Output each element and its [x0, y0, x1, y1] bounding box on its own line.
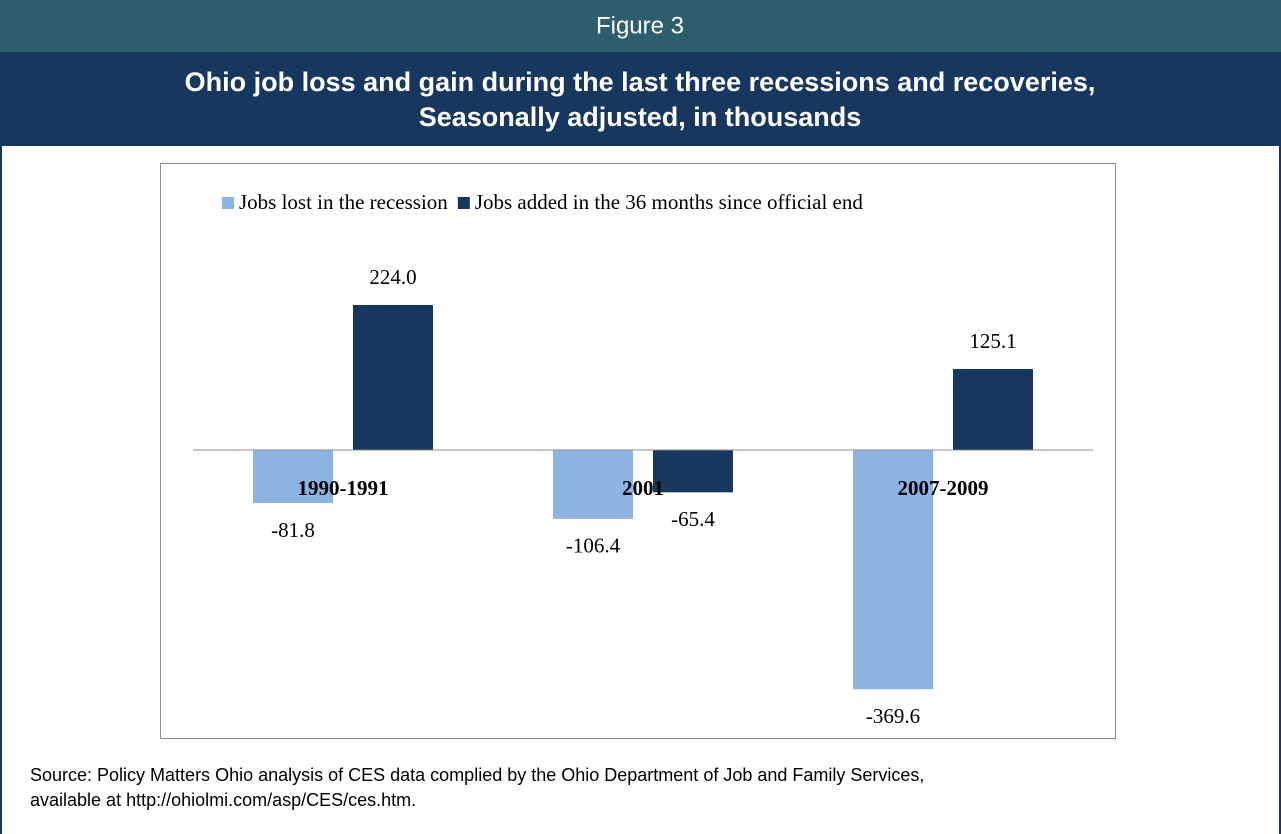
figure-label: Figure 3	[596, 12, 684, 39]
left-border	[0, 146, 2, 834]
right-border	[1279, 146, 1281, 834]
x-tick-label: 2007-2009	[898, 476, 989, 500]
bar	[553, 450, 633, 519]
chart-title: Ohio job loss and gain during the last t…	[185, 67, 1096, 97]
source: available at http://ohiolmi.com/asp/CES/…	[30, 790, 416, 810]
value-label: 125.1	[969, 329, 1016, 353]
value-label: -81.8	[271, 518, 315, 542]
title-band	[0, 52, 1281, 146]
value-label: -106.4	[566, 534, 621, 558]
legend-swatch	[457, 197, 470, 209]
bar	[953, 369, 1033, 450]
x-tick-label: 2001	[622, 476, 664, 500]
bar	[353, 305, 433, 450]
value-label: 224.0	[369, 265, 416, 289]
bar	[653, 450, 733, 493]
legend-swatch	[222, 197, 234, 209]
bar	[253, 450, 333, 503]
bar	[853, 450, 933, 690]
legend-label: Jobs added in the 36 months since offici…	[475, 190, 864, 214]
value-label: -65.4	[671, 507, 715, 531]
value-label: -369.6	[866, 704, 920, 728]
figure-band	[0, 0, 1281, 52]
legend-label: Jobs lost in the recession	[239, 190, 448, 214]
source: Source: Policy Matters Ohio analysis of …	[30, 765, 924, 785]
chart-title: Seasonally adjusted, in thousands	[419, 102, 862, 132]
x-tick-label: 1990-1991	[298, 476, 389, 500]
